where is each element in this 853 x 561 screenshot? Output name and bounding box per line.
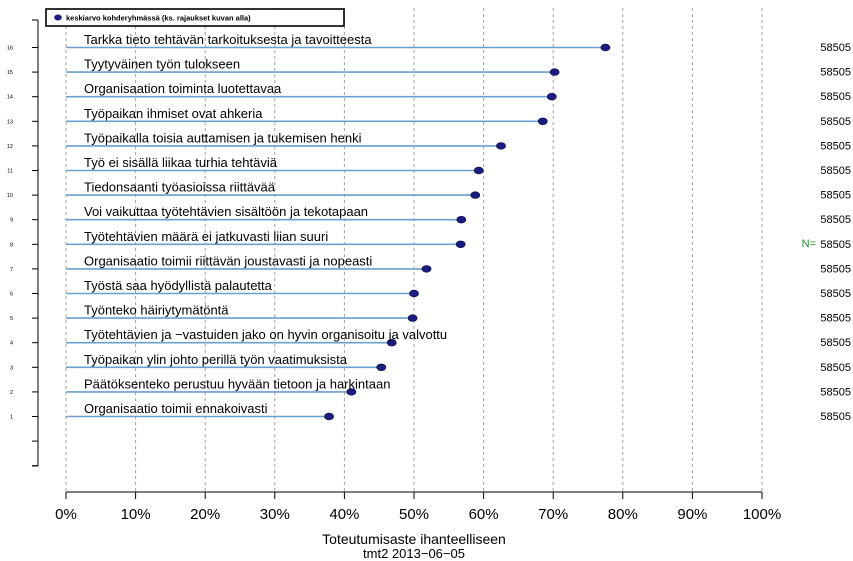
legend: keskiarvo kohderyhmässä (ks. rajaukset k… <box>45 8 345 27</box>
data-point <box>600 43 611 52</box>
item-label: Organisaatio toimii riittävän joustavast… <box>84 253 372 268</box>
y-tick-label: 10 <box>7 193 13 199</box>
y-tick-label: 4 <box>10 341 13 347</box>
grid-lines <box>65 8 763 492</box>
n-value: 58505 <box>820 214 851 226</box>
y-tick-label: 3 <box>10 365 13 371</box>
n-value: 58505 <box>820 288 851 300</box>
data-point <box>455 240 466 249</box>
x-tick-label: 20% <box>190 506 220 523</box>
y-tick-label: 14 <box>7 95 13 101</box>
x-tick-label: 50% <box>399 506 429 523</box>
data-point <box>537 117 548 126</box>
y-tick-label: 2 <box>10 390 13 396</box>
n-value: 58505 <box>820 239 851 251</box>
data-items: Tarkka tieto tehtävän tarkoituksesta ja … <box>66 32 611 421</box>
x-axis: 0% 10% 20% 30% 40% 50% 60% 70% 80% 90% 100% <box>55 491 781 523</box>
item-label: Organisaation toiminta luotettavaa <box>84 81 282 96</box>
item-label: Tiedonsaanti työasioissa riittävää <box>84 180 276 195</box>
n-value: 58505 <box>820 42 851 54</box>
y-tick-label: 6 <box>10 292 13 298</box>
data-point <box>456 216 467 224</box>
item-label: Voi vaikuttaa työtehtävien sisältöön ja … <box>84 204 368 219</box>
x-tick-label: 0% <box>55 506 77 523</box>
data-point <box>386 339 397 347</box>
data-point <box>376 363 387 371</box>
chart-subtitle: tmt2 2013−06−05 <box>363 546 465 561</box>
data-point <box>407 314 418 322</box>
n-value: 58505 <box>820 190 851 202</box>
y-tick-label: 9 <box>10 218 13 224</box>
n-value: 58505 <box>820 362 851 374</box>
n-equals-label: N= <box>802 238 816 250</box>
legend-box <box>45 8 345 27</box>
y-tick-label: 5 <box>10 316 13 322</box>
item-label: Työtehtävien määrä ei jatkuvasti liian s… <box>84 229 328 244</box>
data-point <box>549 68 560 76</box>
x-tick-label: 80% <box>608 506 638 523</box>
item-label: Päätöksenteko perustuu hyvään tietoon ja… <box>84 376 390 391</box>
y-tick-label: 16 <box>7 46 13 52</box>
legend-label: keskiarvo kohderyhmässä (ks. rajaukset k… <box>66 14 251 23</box>
n-value: 58505 <box>820 313 851 325</box>
n-value: 58505 <box>820 165 851 177</box>
x-tick-label: 30% <box>260 506 290 523</box>
y-tick-label: 12 <box>7 144 13 150</box>
item-label: Työtehtävien ja −vastuiden jako on hyvin… <box>84 327 447 342</box>
n-labels: 58505 58505 58505 58505 58505 58505 58505 58505… <box>820 42 851 423</box>
n-value: 58505 <box>820 411 851 423</box>
y-tick-label: 1 <box>10 415 13 421</box>
data-point <box>346 388 357 396</box>
item-label: Työpaikan ylin johto perillä työn vaatim… <box>84 352 348 367</box>
n-value: 58505 <box>820 116 851 128</box>
item-label: Työ ei sisällä liikaa turhia tehtäviä <box>84 155 278 170</box>
data-point <box>409 289 419 298</box>
n-value: 58505 <box>820 140 851 152</box>
x-tick-label: 70% <box>538 506 568 523</box>
data-point <box>324 412 334 421</box>
y-tick-label: 7 <box>10 267 13 273</box>
y-tick-label: 15 <box>7 70 13 76</box>
data-point <box>546 92 557 101</box>
data-point <box>470 191 481 199</box>
x-tick-label: 60% <box>469 506 499 523</box>
data-point <box>496 142 506 150</box>
data-point <box>473 166 484 175</box>
x-tick-label: 100% <box>743 506 781 523</box>
x-tick-label: 40% <box>329 506 359 523</box>
n-value: 58505 <box>820 263 851 275</box>
y-tick-label: 11 <box>7 169 13 175</box>
item-label: Tarkka tieto tehtävän tarkoituksesta ja … <box>84 32 372 47</box>
y-axis: 16 15 14 13 12 11 10 9 8 7 6 5 4 3 2 1 <box>7 19 39 467</box>
legend-point-icon <box>54 14 62 21</box>
item-label: Työstä saa hyödyllistä palautetta <box>84 278 273 293</box>
item-label: Työpaikalla toisia auttamisen ja tukemis… <box>84 130 362 145</box>
x-axis-title: Toteutumisaste ihanteelliseen <box>322 531 506 547</box>
item-label: Työpaikan ihmiset ovat ahkeria <box>84 106 263 121</box>
y-tick-label: 13 <box>7 119 13 125</box>
n-value: 58505 <box>820 386 851 398</box>
x-tick-label: 10% <box>121 506 151 523</box>
x-tick-label: 90% <box>677 506 707 523</box>
n-value: 58505 <box>820 337 851 349</box>
n-value: 58505 <box>820 91 851 103</box>
y-tick-label: 8 <box>10 242 13 248</box>
item-label: Organisaatio toimii ennakoivasti <box>84 401 268 416</box>
item-label: Työnteko häiriytymätöntä <box>84 303 229 318</box>
data-point <box>421 265 432 273</box>
item-label: Tyytyväinen työn tulokseen <box>84 57 240 72</box>
n-value: 58505 <box>820 67 851 79</box>
